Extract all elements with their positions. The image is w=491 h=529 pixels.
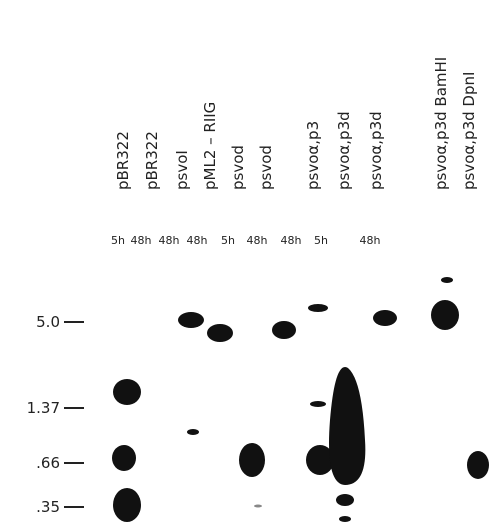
lane-label: psvoI bbox=[173, 150, 191, 190]
time-label: 48h bbox=[159, 234, 180, 247]
lane-label: psvod bbox=[257, 145, 275, 190]
lane-label: psvod bbox=[229, 145, 247, 190]
lane-label: psvoα,p3d DpnI bbox=[460, 72, 478, 190]
lane-label: pML2 – RIIG bbox=[201, 102, 219, 190]
time-label: 5h bbox=[111, 234, 125, 247]
lane-label: pBR322 bbox=[143, 131, 161, 190]
lane-label: psvoα,p3d bbox=[335, 111, 353, 190]
gel-figure: pBR322 5h pBR322 48h psvoI 48h pML2 – RIIG 48h p… bbox=[0, 0, 491, 529]
time-label: 48h bbox=[187, 234, 208, 247]
time-label: 5h bbox=[221, 234, 235, 247]
bands bbox=[112, 277, 489, 522]
time-label: 48h bbox=[281, 234, 302, 247]
time-label: 5h bbox=[314, 234, 328, 247]
size-marker: 5.0 bbox=[36, 313, 60, 331]
size-marker: 1.37 bbox=[27, 399, 60, 417]
time-label: 48h bbox=[247, 234, 268, 247]
size-marker: .35 bbox=[36, 498, 60, 516]
time-label: 48h bbox=[360, 234, 381, 247]
lane-label: psvoα,p3d bbox=[367, 111, 385, 190]
lane-label: pBR322 bbox=[114, 131, 132, 190]
lane-label: psvoα,p3 bbox=[304, 121, 322, 190]
marker-ticks bbox=[64, 322, 84, 507]
lane-label: psvoα,p3d BamHI bbox=[432, 57, 450, 190]
size-marker: .66 bbox=[36, 454, 60, 472]
time-label: 48h bbox=[131, 234, 152, 247]
